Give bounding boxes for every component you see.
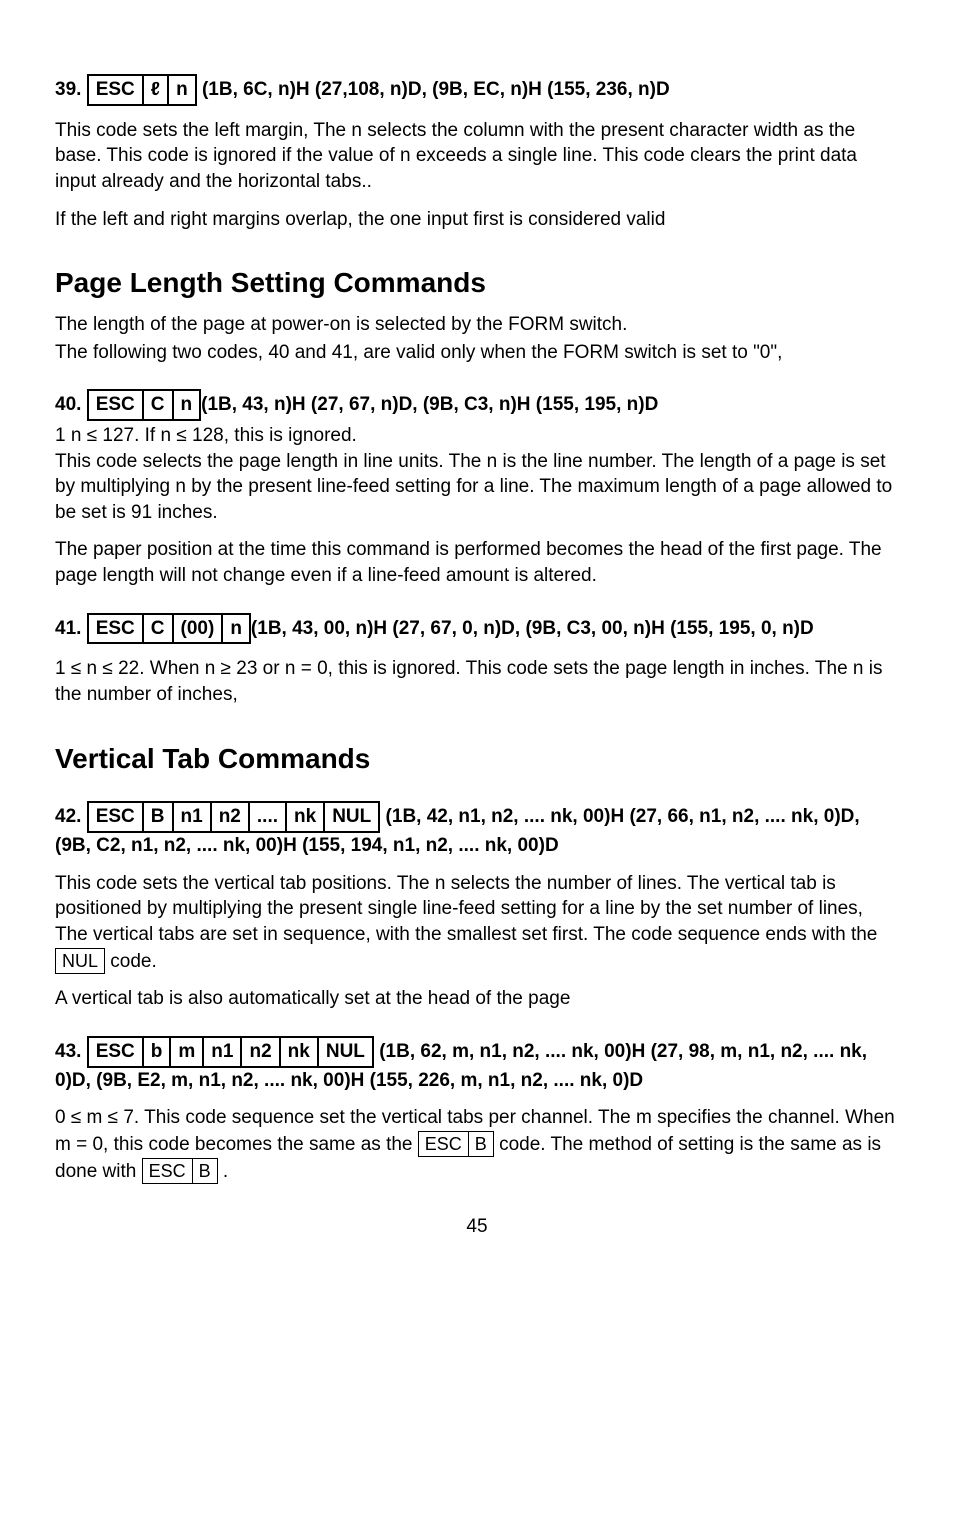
entry-42-p2: A vertical tab is also automatically set… <box>55 986 899 1012</box>
entry-num: 43. <box>55 1041 81 1062</box>
esc-b-box: ESCB <box>142 1158 218 1184</box>
page-length-heading: Page Length Setting Commands <box>55 264 899 302</box>
page-length-intro2: The following two codes, 40 and 41, are … <box>55 340 899 366</box>
esc-b-box: ESCB <box>418 1131 494 1157</box>
entry-40-p2: This code selects the page length in lin… <box>55 449 899 526</box>
vertical-tab-heading: Vertical Tab Commands <box>55 740 899 778</box>
code-box: ESC C n <box>87 389 201 421</box>
entry-num: 40. <box>55 394 81 415</box>
entry-tail: (1B, 43, n)H (27, 67, n)D, (9B, C3, n)H … <box>201 394 658 415</box>
nul-box: NUL <box>55 948 105 974</box>
entry-41-p1: 1 ≤ n ≤ 22. When n ≥ 23 or n = 0, this i… <box>55 656 899 707</box>
entry-42-header: 42. ESC B n1 n2 .... nk NUL (1B, 42, n1,… <box>55 801 899 858</box>
entry-tail: (1B, 6C, n)H (27,108, n)D, (9B, EC, n)H … <box>197 79 670 100</box>
page-length-intro1: The length of the page at power-on is se… <box>55 312 899 338</box>
code-box: ESC ℓ n <box>87 74 197 106</box>
entry-43-header: 43. ESC b m n1 n2 nk NUL (1B, 62, m, n1,… <box>55 1036 899 1093</box>
entry-num: 41. <box>55 618 81 639</box>
code-box: ESC C (00) n <box>87 613 251 645</box>
entry-40-p1: 1 n ≤ 127. If n ≤ 128, this is ignored. <box>55 423 899 449</box>
entry-39-p2: If the left and right margins overlap, t… <box>55 207 899 233</box>
code-box: ESC B n1 n2 .... nk NUL <box>87 801 381 833</box>
entry-num: 39. <box>55 79 81 100</box>
entry-39-p1: This code sets the left margin, The n se… <box>55 118 899 195</box>
entry-40-header: 40. ESC C n (1B, 43, n)H (27, 67, n)D, (… <box>55 389 899 421</box>
entry-41-header: 41. ESC C (00) n (1B, 43, 00, n)H (27, 6… <box>55 613 899 645</box>
entry-43-p1: 0 ≤ m ≤ 7. This code sequence set the ve… <box>55 1105 899 1184</box>
code-box: ESC b m n1 n2 nk NUL <box>87 1036 374 1068</box>
entry-num: 42. <box>55 806 81 827</box>
page-number: 45 <box>55 1214 899 1240</box>
entry-40-p3: The paper position at the time this comm… <box>55 537 899 588</box>
entry-tail: (1B, 43, 00, n)H (27, 67, 0, n)D, (9B, C… <box>251 618 814 639</box>
entry-42-p1: This code sets the vertical tab position… <box>55 871 899 975</box>
entry-39-header: 39. ESC ℓ n (1B, 6C, n)H (27,108, n)D, (… <box>55 74 899 106</box>
